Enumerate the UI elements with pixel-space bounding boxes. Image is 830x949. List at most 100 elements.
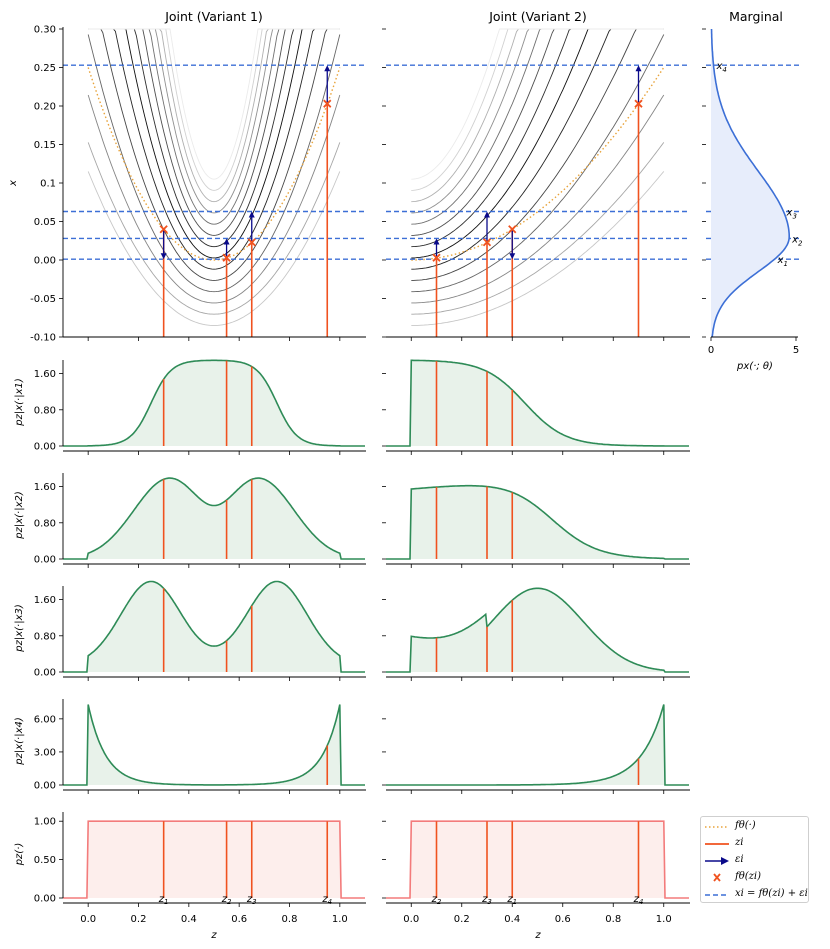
legend-eps-label: εi <box>735 854 744 865</box>
row-y-tick-label: 1.00 <box>34 817 56 828</box>
density-line-row-4-L <box>63 704 365 786</box>
x-tick-label-right: 1.0 <box>656 914 672 925</box>
marginal-level-label: x4 <box>716 61 727 74</box>
legend-f-theta-label: fθ(·) <box>735 820 756 831</box>
f-theta-curve-variant-2 <box>411 67 665 261</box>
legend-x: xi = fθ(zi) + εi <box>701 887 808 903</box>
title-joint-variant-2: Joint (Variant 2) <box>488 9 587 24</box>
epsilon-arrow-head <box>248 211 255 218</box>
y-tick-label: -0.05 <box>30 294 56 305</box>
contour-line <box>88 28 340 236</box>
contour-line <box>88 28 340 281</box>
contour-line <box>88 28 340 203</box>
y-tick-label: 0.25 <box>34 63 56 74</box>
f-theta-cross <box>634 99 643 108</box>
marginal-level-label: x2 <box>791 234 803 247</box>
z-label-right: z4 <box>633 894 644 906</box>
contour-line <box>88 28 340 180</box>
y-tick-label: -0.10 <box>30 333 56 344</box>
marginal-x-label: px(·; θ) <box>736 361 773 372</box>
contour-line <box>411 28 664 259</box>
marginal-fill <box>711 29 790 337</box>
density-line-row-3-L <box>63 580 365 673</box>
x-tick-label-left: 0.2 <box>131 914 147 925</box>
row-y-tick-label: 0.80 <box>34 518 56 529</box>
contour-line <box>411 142 665 315</box>
f-theta-cross <box>508 225 517 234</box>
contour-line <box>411 28 664 270</box>
contour-line <box>87 34 341 293</box>
x-tick-label-left: 0.6 <box>231 914 247 925</box>
f-theta-cross <box>247 238 256 247</box>
marginal-level-subscript: 1 <box>783 260 787 268</box>
epsilon-arrow-head <box>509 253 516 260</box>
marginal-level-subscript: 3 <box>792 212 796 220</box>
z-label-subscript: 3 <box>487 898 491 906</box>
density-fill-row-1-L <box>63 360 365 446</box>
density-fill-row-2-L <box>63 478 365 559</box>
x-tick-label-left: 0.0 <box>80 914 96 925</box>
row-y-label: pz|x(·|x4) <box>14 717 25 766</box>
row-y-tick-label: 1.60 <box>34 369 56 380</box>
x-tick-label-right: 0.0 <box>403 914 419 925</box>
y-tick-label: 0.1 <box>40 179 56 190</box>
contour-line <box>411 28 664 281</box>
f-theta-cross <box>432 253 441 262</box>
density-line-row-4-R <box>386 704 689 786</box>
contour-line <box>411 34 665 293</box>
f-theta-cross <box>159 225 168 234</box>
x-tick-label-right: 0.2 <box>454 914 470 925</box>
y-axis-label: x <box>8 180 19 187</box>
row-y-tick-label: 6.00 <box>34 714 56 725</box>
title-joint-variant-1: Joint (Variant 1) <box>164 9 263 24</box>
legend-f-theta: fθ(·) <box>701 819 808 835</box>
z-label-subscript: 4 <box>328 898 332 906</box>
z-label-left: z3 <box>246 894 257 906</box>
epsilon-arrow-head <box>433 238 440 245</box>
z-label-subscript: 1 <box>164 898 168 906</box>
y-tick-label: 0.30 <box>34 25 56 36</box>
legend-cross: fθ(zi) <box>701 870 808 886</box>
marginal-level-subscript: 2 <box>798 239 803 247</box>
z-label-left: z2 <box>221 894 232 906</box>
row-y-tick-label: 0.00 <box>34 442 56 453</box>
row-y-tick-label: 1.60 <box>34 482 56 493</box>
row-y-label: pz(·) <box>14 843 25 867</box>
density-fill-row-2-R <box>386 485 689 559</box>
contour-line <box>88 28 340 248</box>
z-label-left: z1 <box>158 894 169 906</box>
contour-line <box>87 142 341 315</box>
x-tick-label-right: 0.6 <box>555 914 571 925</box>
x-tick-label-left: 0.8 <box>282 914 298 925</box>
epsilon-arrow-head <box>324 65 331 72</box>
y-tick-label: 0.20 <box>34 102 56 113</box>
contour-line <box>411 28 664 180</box>
contour-line <box>411 28 664 203</box>
epsilon-arrow-head <box>223 238 230 245</box>
points-variant-1 <box>159 65 332 337</box>
z-label-right: z1 <box>506 894 517 906</box>
f-theta-cross <box>222 253 231 262</box>
row-y-tick-label: 3.00 <box>34 747 56 758</box>
marginal-level-label: x1 <box>777 255 788 268</box>
contour-line <box>411 171 665 326</box>
z-label-right: z3 <box>481 894 492 906</box>
row-y-tick-label: 0.00 <box>34 668 56 679</box>
x-tick-label-right: 0.4 <box>504 914 520 925</box>
legend: fθ(·) zi εi fθ(zi) xi = fθ(zi) + εi <box>700 816 809 903</box>
marginal-density-line <box>710 28 790 338</box>
z-label-subscript: 2 <box>437 898 442 906</box>
x-axis-label-left: z <box>210 930 217 941</box>
legend-z: zi <box>701 836 808 852</box>
contour-line <box>87 171 341 326</box>
x-tick-label-right: 0.8 <box>605 914 621 925</box>
contour-line <box>411 28 664 191</box>
density-fill-row-3-R <box>386 588 689 672</box>
epsilon-arrow-head <box>635 65 642 72</box>
f-theta-curve-variant-1 <box>87 67 341 261</box>
x-axis-label-right: z <box>534 930 541 941</box>
points-variant-2 <box>432 65 643 337</box>
contour-line <box>411 28 664 236</box>
contour-line <box>411 94 665 304</box>
